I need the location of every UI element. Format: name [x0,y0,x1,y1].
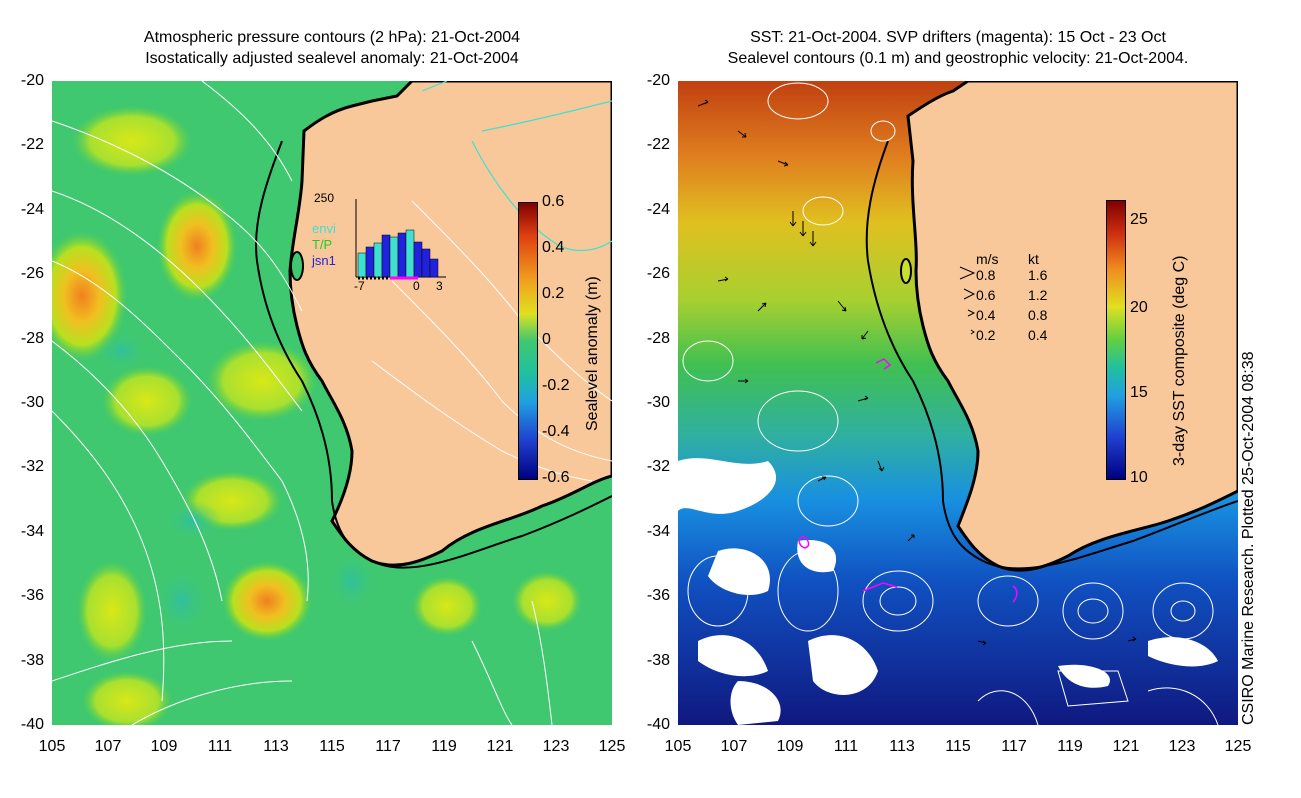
right-title-line2: Sealevel contours (0.1 m) and geostrophi… [727,50,1189,67]
left-title-line2: Isostatically adjusted sealevel anomaly:… [145,50,519,67]
sealevel-contours [682,82,1219,725]
x-tick-label: 105 [664,738,692,755]
x-tick-label: 123 [1168,738,1196,755]
x-tick-label: 111 [207,738,233,755]
inset-xtick-max: 3 [436,279,443,293]
inset-legend-jsn1: jsn1 [312,253,336,268]
y-tick-label: -20 [646,72,670,89]
x-tick-label: 125 [598,738,626,755]
y-tick-label: -40 [20,716,44,733]
y-tick-label: -32 [20,458,44,475]
inset-xtick-min: -7 [354,279,365,293]
y-tick-label: -24 [646,201,670,218]
x-tick-label: 119 [431,738,457,755]
inset-legend-envi: envi [312,221,336,236]
inset-histogram-bars [357,229,439,278]
colorbar-tick: 0.2 [542,285,565,302]
x-tick-label: 117 [1001,738,1027,755]
x-tick-label: 111 [833,738,859,755]
credit-text: CSIRO Marine Research. Plotted 25-Oct-20… [1240,351,1257,725]
australia-landmass [906,81,1238,572]
y-tick-label: -34 [646,523,670,540]
y-tick-label: -36 [20,587,44,604]
colorbar-tick: -0.2 [542,377,570,394]
velocity-legend-ms: 0.6 [976,287,996,303]
velocity-legend-header-kt: kt [1028,251,1039,267]
y-tick-label: -34 [20,523,44,540]
y-tick-label: -22 [646,136,670,153]
velocity-legend-ms: 0.8 [976,267,996,283]
velocity-legend-kt: 0.8 [1028,307,1048,323]
sealevel-colorbar-label: Sealevel anomaly (m) [584,276,601,431]
sealevel-colorbar [518,202,538,480]
inset-ymax-label: 250 [314,191,335,205]
x-tick-label: 119 [1057,738,1083,755]
inset-legend-tp: T/P [312,237,333,252]
shark-bay-island [290,251,304,281]
colorbar-tick: 20 [1130,299,1148,316]
x-tick-label: 109 [150,738,178,755]
left-title-line1: Atmospheric pressure contours (2 hPa): 2… [143,29,521,46]
velocity-legend-header-ms: m/s [976,251,999,267]
svp-drifter-tracks [798,358,1018,603]
right-map-panel: m/s kt 0.8 1.6 0.6 1.2 0.4 0.8 0.2 0.4 2… [678,81,1238,725]
y-tick-label: -20 [20,72,44,89]
colorbar-tick: 15 [1130,384,1148,401]
colorbar-tick: 10 [1130,469,1148,486]
velocity-legend-kt: 1.2 [1028,287,1048,303]
x-tick-label: 117 [375,738,401,755]
velocity-legend-kt: 0.4 [1028,327,1048,343]
shelf-contour [865,140,1238,570]
x-tick-label: 121 [486,738,514,755]
right-title-line1: SST: 21-Oct-2004. SVP drifters (magenta)… [750,29,1166,46]
velocity-legend-kt: 1.6 [1028,267,1048,283]
anomaly-field [52,106,582,725]
x-tick-label: 113 [263,738,289,755]
velocity-legend-ms: 0.4 [976,307,996,323]
inset-xtick-zero: 0 [413,279,420,293]
x-tick-label: 121 [1112,738,1140,755]
colorbar-tick: -0.6 [542,469,570,486]
left-map-panel: 250 envi T/P jsn1 -7 0 3 0.6 0.4 0.2 0 -… [52,81,612,725]
x-tick-label: 109 [776,738,804,755]
velocity-legend-ms: 0.2 [976,327,996,343]
sst-colorbar-label: 3-day SST composite (deg C) [1171,255,1188,466]
track-coverage-inset: 250 envi T/P jsn1 -7 0 3 [310,187,450,297]
sst-colorbar [1106,200,1126,480]
y-tick-label: -26 [646,265,670,282]
y-tick-label: -28 [646,330,670,347]
colorbar-tick: 25 [1130,211,1148,228]
x-tick-label: 123 [542,738,570,755]
geostrophic-velocity-arrows [697,99,1137,646]
colorbar-tick: 0 [542,331,551,348]
shelf-contour [255,140,612,569]
x-tick-label: 105 [38,738,66,755]
y-tick-label: -30 [20,394,44,411]
x-tick-label: 115 [319,738,345,755]
cloud-mask [678,458,1218,725]
y-tick-label: -40 [646,716,670,733]
x-tick-label: 107 [94,738,122,755]
cyan-contour [471,140,612,252]
y-tick-label: -36 [646,587,670,604]
y-tick-label: -24 [20,201,44,218]
y-tick-label: -38 [20,652,44,669]
x-tick-label: 115 [945,738,971,755]
colorbar-tick: 0.6 [542,193,565,210]
colorbar-tick: -0.4 [542,423,570,440]
velocity-legend-arrows [959,266,976,335]
y-tick-label: -26 [20,265,44,282]
y-tick-label: -22 [20,136,44,153]
y-tick-label: -38 [646,652,670,669]
x-tick-label: 107 [720,738,748,755]
y-tick-label: -30 [646,394,670,411]
y-tick-label: -32 [646,458,670,475]
colorbar-tick: 0.4 [542,239,565,256]
x-tick-label: 113 [889,738,915,755]
y-tick-label: -28 [20,330,44,347]
sst-map [678,81,1238,725]
pressure-contours [52,81,612,725]
x-tick-label: 125 [1224,738,1252,755]
